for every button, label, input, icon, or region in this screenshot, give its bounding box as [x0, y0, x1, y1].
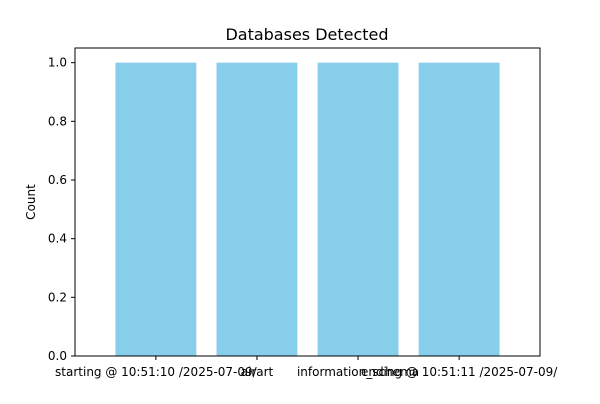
y-tick-label-3: 0.6 [48, 173, 67, 187]
plot-area-frame [74, 47, 541, 357]
x-tick-label-2: information_schema [297, 365, 419, 379]
chart-title: Databases Detected [225, 25, 388, 44]
y-tick-label-1: 0.2 [48, 290, 67, 304]
bar-0 [115, 62, 197, 357]
x-tick-label-3: ending @ 10:51:11 /2025-07-09/ [361, 365, 558, 379]
y-tick-label-2: 0.4 [48, 232, 67, 246]
y-tick-label-5: 1.0 [48, 56, 67, 70]
y-tick-label-0: 0.0 [48, 349, 67, 363]
y-tick-label-4: 0.8 [48, 114, 67, 128]
ticks-group: starting @ 10:51:10 /2025-07-09/airart in… [48, 56, 558, 379]
bar-1 [216, 62, 298, 357]
bars-group [115, 62, 500, 357]
bar-3 [418, 62, 500, 357]
y-axis-label: Count [24, 184, 38, 220]
bar-2 [317, 62, 399, 357]
x-tick-label-0: starting @ 10:51:10 /2025-07-09/ [55, 365, 258, 379]
x-tick-label-1: airart [241, 365, 274, 379]
